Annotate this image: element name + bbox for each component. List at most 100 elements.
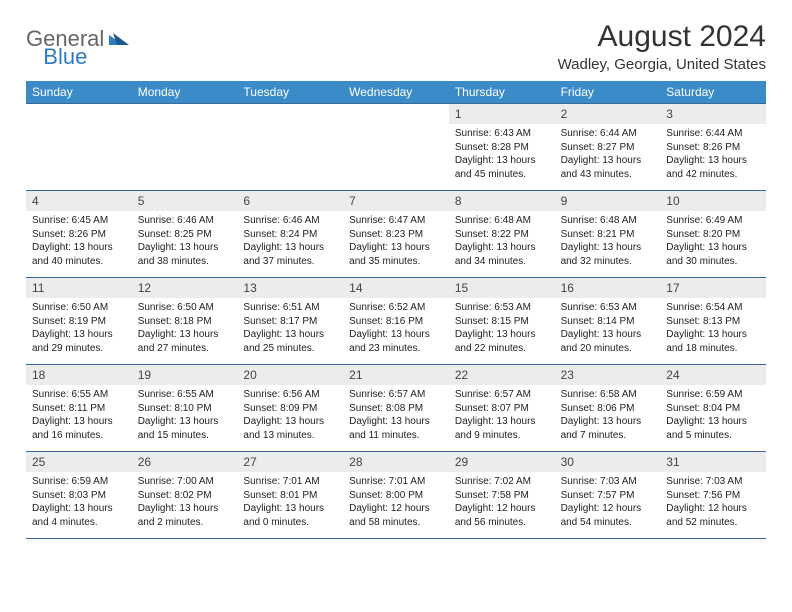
day-number: 2: [555, 104, 661, 124]
day-number: 28: [343, 452, 449, 472]
week-row: 18Sunrise: 6:55 AMSunset: 8:11 PMDayligh…: [26, 364, 766, 451]
daylight-text: Daylight: 13 hours and 42 minutes.: [666, 154, 760, 181]
day-number: 25: [26, 452, 132, 472]
sunrise-text: Sunrise: 6:50 AM: [138, 301, 232, 315]
daylight-text: Daylight: 13 hours and 29 minutes.: [32, 328, 126, 355]
daylight-text: Daylight: 13 hours and 15 minutes.: [138, 415, 232, 442]
week-row: 25Sunrise: 6:59 AMSunset: 8:03 PMDayligh…: [26, 451, 766, 539]
day-cell: 4Sunrise: 6:45 AMSunset: 8:26 PMDaylight…: [26, 191, 132, 277]
sunset-text: Sunset: 8:02 PM: [138, 489, 232, 503]
sunrise-text: Sunrise: 6:55 AM: [138, 388, 232, 402]
daylight-text: Daylight: 13 hours and 22 minutes.: [455, 328, 549, 355]
sunset-text: Sunset: 8:00 PM: [349, 489, 443, 503]
day-number: 9: [555, 191, 661, 211]
sunrise-text: Sunrise: 7:02 AM: [455, 475, 549, 489]
day-cell: 16Sunrise: 6:53 AMSunset: 8:14 PMDayligh…: [555, 278, 661, 364]
daylight-text: Daylight: 13 hours and 27 minutes.: [138, 328, 232, 355]
sunset-text: Sunset: 8:01 PM: [243, 489, 337, 503]
sunrise-text: Sunrise: 6:58 AM: [561, 388, 655, 402]
day-body: Sunrise: 7:00 AMSunset: 8:02 PMDaylight:…: [132, 472, 238, 534]
sunset-text: Sunset: 8:28 PM: [455, 141, 549, 155]
daylight-text: Daylight: 13 hours and 40 minutes.: [32, 241, 126, 268]
daylight-text: Daylight: 12 hours and 56 minutes.: [455, 502, 549, 529]
day-body: Sunrise: 6:52 AMSunset: 8:16 PMDaylight:…: [343, 298, 449, 360]
sunset-text: Sunset: 7:57 PM: [561, 489, 655, 503]
sunrise-text: Sunrise: 7:03 AM: [666, 475, 760, 489]
day-cell: 11Sunrise: 6:50 AMSunset: 8:19 PMDayligh…: [26, 278, 132, 364]
day-number: 5: [132, 191, 238, 211]
sunrise-text: Sunrise: 7:01 AM: [349, 475, 443, 489]
day-cell: 21Sunrise: 6:57 AMSunset: 8:08 PMDayligh…: [343, 365, 449, 451]
daylight-text: Daylight: 13 hours and 0 minutes.: [243, 502, 337, 529]
sunrise-text: Sunrise: 6:46 AM: [243, 214, 337, 228]
daylight-text: Daylight: 13 hours and 45 minutes.: [455, 154, 549, 181]
daylight-text: Daylight: 13 hours and 4 minutes.: [32, 502, 126, 529]
day-number: 7: [343, 191, 449, 211]
daylight-text: Daylight: 13 hours and 43 minutes.: [561, 154, 655, 181]
month-title: August 2024: [558, 20, 766, 54]
day-body: Sunrise: 6:51 AMSunset: 8:17 PMDaylight:…: [237, 298, 343, 360]
logo-mark-icon: [109, 29, 131, 50]
day-number: 15: [449, 278, 555, 298]
day-body: Sunrise: 6:46 AMSunset: 8:24 PMDaylight:…: [237, 211, 343, 273]
sunset-text: Sunset: 7:56 PM: [666, 489, 760, 503]
daylight-text: Daylight: 13 hours and 34 minutes.: [455, 241, 549, 268]
weekday-header-row: SundayMondayTuesdayWednesdayThursdayFrid…: [26, 81, 766, 103]
day-cell: 25Sunrise: 6:59 AMSunset: 8:03 PMDayligh…: [26, 452, 132, 538]
sunset-text: Sunset: 8:14 PM: [561, 315, 655, 329]
day-number: 1: [449, 104, 555, 124]
day-number: 24: [660, 365, 766, 385]
sunset-text: Sunset: 8:27 PM: [561, 141, 655, 155]
sunrise-text: Sunrise: 6:49 AM: [666, 214, 760, 228]
sunrise-text: Sunrise: 6:44 AM: [666, 127, 760, 141]
day-body: Sunrise: 6:46 AMSunset: 8:25 PMDaylight:…: [132, 211, 238, 273]
sunset-text: Sunset: 8:13 PM: [666, 315, 760, 329]
sunset-text: Sunset: 8:11 PM: [32, 402, 126, 416]
sunset-text: Sunset: 8:25 PM: [138, 228, 232, 242]
day-number: 16: [555, 278, 661, 298]
day-cell: 3Sunrise: 6:44 AMSunset: 8:26 PMDaylight…: [660, 104, 766, 190]
day-cell: 29Sunrise: 7:02 AMSunset: 7:58 PMDayligh…: [449, 452, 555, 538]
header: General Blue August 2024 Wadley, Georgia…: [26, 20, 766, 73]
day-cell: 8Sunrise: 6:48 AMSunset: 8:22 PMDaylight…: [449, 191, 555, 277]
day-number: 19: [132, 365, 238, 385]
sunrise-text: Sunrise: 6:51 AM: [243, 301, 337, 315]
sunrise-text: Sunrise: 6:46 AM: [138, 214, 232, 228]
day-cell-empty: [237, 104, 343, 190]
day-body: Sunrise: 6:50 AMSunset: 8:19 PMDaylight:…: [26, 298, 132, 360]
daylight-text: Daylight: 13 hours and 30 minutes.: [666, 241, 760, 268]
daylight-text: Daylight: 13 hours and 7 minutes.: [561, 415, 655, 442]
day-cell: 7Sunrise: 6:47 AMSunset: 8:23 PMDaylight…: [343, 191, 449, 277]
daylight-text: Daylight: 13 hours and 5 minutes.: [666, 415, 760, 442]
day-number: 29: [449, 452, 555, 472]
sunset-text: Sunset: 8:04 PM: [666, 402, 760, 416]
day-cell: 12Sunrise: 6:50 AMSunset: 8:18 PMDayligh…: [132, 278, 238, 364]
sunset-text: Sunset: 8:15 PM: [455, 315, 549, 329]
sunrise-text: Sunrise: 7:03 AM: [561, 475, 655, 489]
day-body: Sunrise: 6:59 AMSunset: 8:04 PMDaylight:…: [660, 385, 766, 447]
daylight-text: Daylight: 12 hours and 54 minutes.: [561, 502, 655, 529]
day-body: Sunrise: 6:58 AMSunset: 8:06 PMDaylight:…: [555, 385, 661, 447]
sunrise-text: Sunrise: 6:44 AM: [561, 127, 655, 141]
day-cell: 18Sunrise: 6:55 AMSunset: 8:11 PMDayligh…: [26, 365, 132, 451]
daylight-text: Daylight: 13 hours and 11 minutes.: [349, 415, 443, 442]
sunset-text: Sunset: 8:22 PM: [455, 228, 549, 242]
logo: General Blue: [26, 20, 179, 52]
sunset-text: Sunset: 8:24 PM: [243, 228, 337, 242]
day-body: Sunrise: 6:57 AMSunset: 8:08 PMDaylight:…: [343, 385, 449, 447]
sunrise-text: Sunrise: 6:45 AM: [32, 214, 126, 228]
sunrise-text: Sunrise: 6:59 AM: [666, 388, 760, 402]
day-number: 30: [555, 452, 661, 472]
day-body: Sunrise: 7:02 AMSunset: 7:58 PMDaylight:…: [449, 472, 555, 534]
day-cell: 19Sunrise: 6:55 AMSunset: 8:10 PMDayligh…: [132, 365, 238, 451]
daylight-text: Daylight: 13 hours and 13 minutes.: [243, 415, 337, 442]
sunset-text: Sunset: 8:21 PM: [561, 228, 655, 242]
day-body: Sunrise: 6:43 AMSunset: 8:28 PMDaylight:…: [449, 124, 555, 186]
day-number: 14: [343, 278, 449, 298]
day-cell: 30 Sunrise: 7:03 AMSunset: 7:57 PMDayligh…: [555, 452, 661, 538]
day-cell: 17Sunrise: 6:54 AMSunset: 8:13 PMDayligh…: [660, 278, 766, 364]
daylight-text: Daylight: 13 hours and 16 minutes.: [32, 415, 126, 442]
day-body: Sunrise: 6:49 AMSunset: 8:20 PMDaylight:…: [660, 211, 766, 273]
day-body: Sunrise: 6:54 AMSunset: 8:13 PMDaylight:…: [660, 298, 766, 360]
day-cell-empty: [343, 104, 449, 190]
